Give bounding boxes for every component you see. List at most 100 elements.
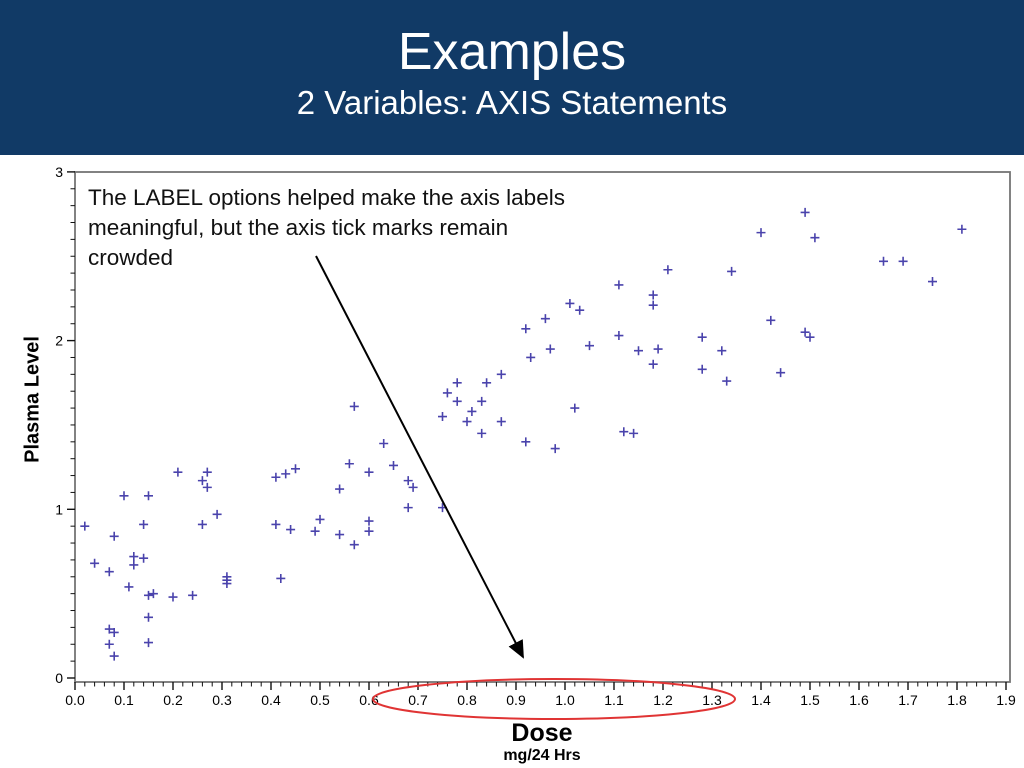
scatter-point <box>276 573 286 583</box>
scatter-point <box>271 519 281 529</box>
slide-title: Examples <box>397 23 627 81</box>
scatter-point <box>629 428 639 438</box>
scatter-point <box>550 444 560 454</box>
y-tick-label: 0 <box>55 670 63 686</box>
highlight-ellipse <box>372 678 736 720</box>
scatter-point <box>575 305 585 315</box>
scatter-point <box>663 265 673 275</box>
plot-frame <box>74 171 1011 683</box>
scatter-point <box>139 519 149 529</box>
scatter-point <box>408 482 418 492</box>
scatter-point <box>202 467 212 477</box>
scatter-point <box>570 403 580 413</box>
scatter-point <box>585 341 594 351</box>
scatter-point <box>104 567 114 577</box>
scatter-point <box>776 368 786 378</box>
scatter-point <box>879 256 888 266</box>
scatter-point <box>144 612 153 622</box>
scatter-point <box>173 467 183 477</box>
scatter-point <box>364 467 374 477</box>
scatter-point <box>634 346 643 356</box>
scatter-point <box>144 491 153 501</box>
scatter-point <box>717 346 727 356</box>
slide-subtitle: 2 Variables: AXIS Statements <box>296 84 728 122</box>
y-tick-label: 1 <box>55 501 63 517</box>
x-axis-label: Dose <box>511 719 573 747</box>
x-tick-label: 0.2 <box>163 692 183 708</box>
x-tick-label: 1.8 <box>947 692 967 708</box>
y-tick-label: 2 <box>55 333 63 349</box>
scatter-point <box>477 396 487 406</box>
scatter-point <box>722 376 732 386</box>
scatter-point <box>442 388 452 398</box>
x-tick-label: 1.2 <box>653 692 673 708</box>
scatter-point <box>104 639 114 649</box>
scatter-point <box>109 627 119 637</box>
scatter-point <box>521 437 531 447</box>
scatter-point <box>364 516 374 526</box>
scatter-point <box>349 401 359 411</box>
scatter-point <box>482 378 492 388</box>
scatter-point <box>144 590 153 600</box>
scatter-point <box>168 592 178 602</box>
y-axis-label: Plasma Level <box>21 336 44 463</box>
scatter-point <box>124 582 134 592</box>
scatter-point <box>697 332 707 342</box>
scatter-point <box>403 503 413 513</box>
scatter-point <box>310 526 320 536</box>
scatter-point <box>197 476 207 486</box>
x-tick-label: 1.5 <box>800 692 820 708</box>
x-tick-label: 0.0 <box>65 692 85 708</box>
scatter-point <box>119 491 129 501</box>
scatter-point <box>104 624 114 634</box>
x-tick-label: 0.1 <box>114 692 134 708</box>
scatter-point <box>648 300 658 310</box>
scatter-point <box>648 290 658 300</box>
scatter-point <box>898 256 908 266</box>
x-tick-label: 1.7 <box>898 692 918 708</box>
x-axis: 0.0 0.1 0.2 0.3 0.4 0.5 0.6 0.7 0.8 0.9 1.0 1.1 1.2 1… <box>65 682 1016 708</box>
scatter-point <box>800 207 810 217</box>
x-tick-label: 0.5 <box>310 692 330 708</box>
scatter-point <box>379 439 389 449</box>
scatter-point <box>202 482 212 492</box>
scatter-point <box>496 417 506 427</box>
scatter-point <box>129 560 139 570</box>
scatter-point <box>614 280 624 290</box>
scatter-point <box>462 417 472 427</box>
scatter-point <box>727 266 737 276</box>
scatter-point <box>144 638 153 648</box>
scatter-point <box>80 521 90 531</box>
annotation-arrow <box>315 255 524 659</box>
scatter-point <box>403 476 413 486</box>
x-tick-label: 1.1 <box>604 692 624 708</box>
scatter-point <box>477 428 487 438</box>
annotation-line-1: The LABEL options helped make the axis l… <box>88 185 565 210</box>
scatter-point <box>148 589 158 599</box>
annotation-note: The LABEL options helped make the axis l… <box>88 183 688 273</box>
scatter-point <box>109 531 119 541</box>
scatter-point <box>697 364 707 374</box>
y-axis: 0 1 2 3 <box>55 164 75 686</box>
x-tick-label: 1.6 <box>849 692 869 708</box>
annotation-line-3: crowded <box>88 245 174 270</box>
scatter-point <box>349 540 359 550</box>
arrow-line <box>315 255 524 659</box>
scatter-point <box>619 427 629 437</box>
scatter-point <box>526 352 536 362</box>
scatter-point <box>188 590 198 600</box>
scatter-point <box>344 459 354 469</box>
scatter-point <box>756 228 766 238</box>
scatter-point <box>521 324 531 334</box>
scatter-point <box>90 558 100 568</box>
scatter-point <box>614 331 624 341</box>
y-tick-label: 3 <box>55 164 63 180</box>
scatter-point <box>109 651 119 661</box>
x-tick-label: 0.9 <box>506 692 526 708</box>
x-tick-label: 0.4 <box>261 692 281 708</box>
scatter-point <box>139 553 149 563</box>
scatter-point <box>957 224 967 234</box>
scatter-point <box>335 530 345 540</box>
scatter-point <box>766 315 776 325</box>
